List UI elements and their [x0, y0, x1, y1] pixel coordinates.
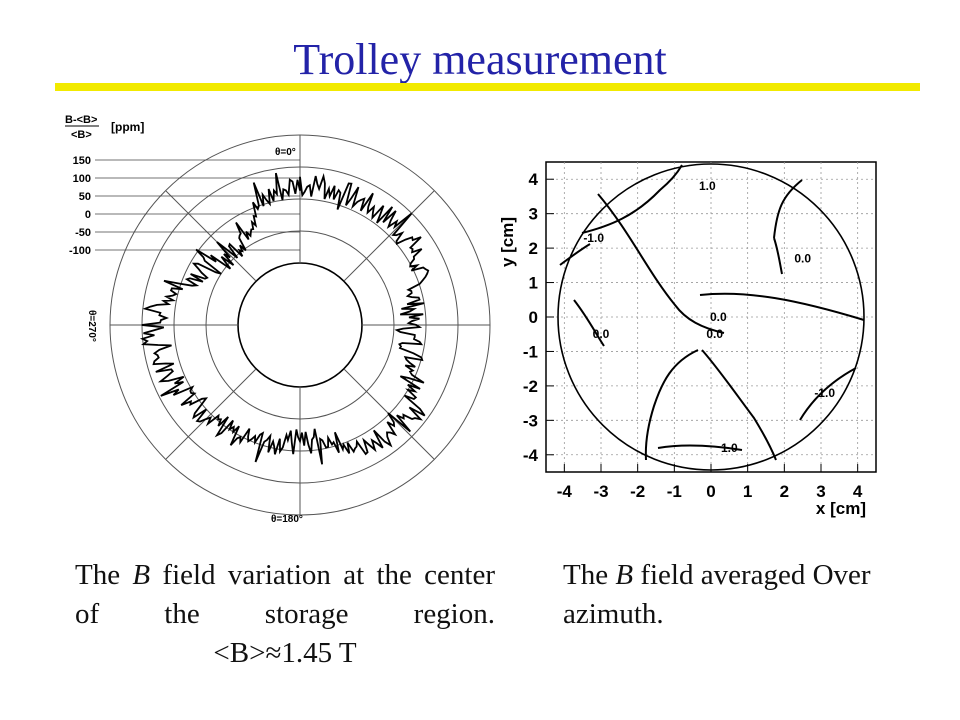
x-axis-label: x [cm] [816, 499, 866, 518]
contour-line [701, 349, 777, 461]
scale-tick-150: 150 [73, 155, 91, 167]
scale-tick-minus100: -100 [69, 245, 91, 257]
scale-label-numerator: B-<B> [65, 114, 97, 126]
caption-right-variable: B [615, 559, 634, 591]
contour-line [799, 367, 857, 421]
field-variation-trace [139, 172, 430, 465]
scale-label-denominator: <B> [71, 129, 92, 141]
contour-line [573, 299, 605, 347]
x-tick-label: 1 [743, 482, 752, 501]
y-tick-label: 1 [529, 274, 538, 293]
scale-tick-minus50: -50 [75, 227, 91, 239]
x-tick-label: 3 [816, 482, 825, 501]
y-tick-labels: 4 3 2 1 0 -1 -2 -3 -4 [523, 170, 539, 465]
x-tick-label: -4 [557, 482, 573, 501]
slide-title: Trolley measurement [293, 35, 667, 84]
y-tick-label: 4 [529, 170, 539, 189]
y-tick-label: -3 [523, 411, 538, 430]
contour-label: 1.0 [721, 441, 738, 455]
contour-label: 0.0 [710, 310, 727, 324]
contour-line [657, 444, 743, 451]
storage-aperture-circle [557, 163, 865, 471]
y-tick-label: 2 [529, 239, 538, 258]
x-tick-labels: -4 -3 -2 -1 0 1 2 3 4 [557, 482, 863, 501]
contour-labels: 1.0 -1.0 0.0 0.0 0.0 0.0 -1.0 1.0 [583, 179, 835, 455]
scale-tick-50: 50 [79, 191, 91, 203]
contour-label: 0.0 [593, 327, 610, 341]
contour-label: 0.0 [706, 327, 723, 341]
contour-line [597, 193, 725, 334]
caption-right-text: field averaged Over azimuth. [563, 559, 871, 630]
x-tick-label: -2 [630, 482, 645, 501]
x-tick-label: -1 [667, 482, 682, 501]
caption-left: The B field variation at the center of t… [75, 556, 495, 673]
caption-right-prefix: The [563, 559, 616, 591]
caption-left-variable: B [132, 559, 151, 591]
y-tick-label: -2 [523, 377, 538, 396]
contour-line [773, 179, 803, 239]
y-axis-label: y [cm] [498, 217, 517, 267]
scale-unit: [ppm] [111, 120, 144, 134]
contour-chart: 1.0-1.00.00.00.0 0.0-1.01.0 43210-1-2-3-4… [498, 161, 877, 518]
angle-label-top: θ=0° [275, 147, 296, 158]
y-tick-label: 3 [529, 205, 538, 224]
scale-ticks: 150 100 50 0 -50 -100 [69, 155, 91, 257]
grid-lines [546, 162, 876, 472]
contour-label: -1.0 [583, 231, 604, 245]
contour-label: -1.0 [814, 386, 835, 400]
scale-leader-lines [95, 159, 300, 251]
contour-line [773, 237, 783, 275]
x-tick-label: -3 [593, 482, 608, 501]
y-tick-label: 0 [529, 308, 538, 327]
y-tick-label: -4 [523, 446, 539, 465]
polar-grid [109, 134, 491, 516]
x-tick-label: 0 [706, 482, 715, 501]
angle-label-left: θ=270° [86, 310, 97, 342]
contour-label: 0.0 [794, 251, 811, 265]
caption-left-prefix: The [75, 559, 133, 591]
x-tick-label: 2 [780, 482, 789, 501]
title-underline [55, 83, 920, 91]
contour-lines [559, 164, 865, 461]
y-tick-label: -1 [523, 342, 538, 361]
contour-line [699, 292, 865, 321]
caption-right: The B field averaged Over azimuth. [563, 556, 883, 634]
scale-tick-100: 100 [73, 173, 91, 185]
caption-left-text: field variation at the center of the sto… [75, 559, 495, 630]
angle-label-bottom: θ=180° [271, 514, 303, 525]
mean-field-value: <B>≈1.45 T [213, 637, 357, 669]
x-tick-label: 4 [853, 482, 863, 501]
contour-line [559, 243, 591, 266]
contour-label: 1.0 [699, 179, 716, 193]
scale-tick-0: 0 [85, 209, 91, 221]
polar-field-plot: B-<B> <B> [ppm] 150 100 50 0 -50 -100 θ=… [65, 114, 491, 525]
contour-line [581, 164, 683, 234]
contour-line [644, 349, 699, 461]
